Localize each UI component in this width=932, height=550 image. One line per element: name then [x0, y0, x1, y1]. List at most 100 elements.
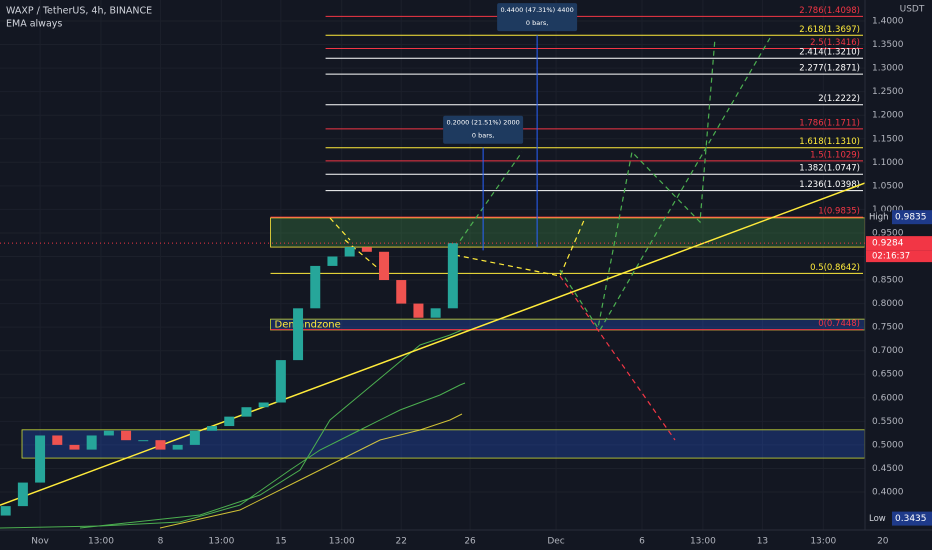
candle-body [447, 243, 458, 309]
measure-text: 0.2000 (21.51%) 2000 [446, 119, 519, 127]
candle-body [224, 416, 235, 427]
countdown-bg [866, 250, 932, 263]
y-tick-label: 0.7000 [872, 346, 904, 356]
price-badge-label: 0.3435 [895, 514, 927, 524]
y-tick-label: 1.0500 [872, 181, 904, 191]
measure-bars: 0 bars, [526, 19, 548, 27]
fib-label: 1.236(1.0398) [799, 180, 860, 190]
fib-label: 1.618(1.1310) [799, 137, 860, 147]
price-axis-bg [865, 0, 932, 550]
fib-label: 2.5(1.3416) [810, 38, 860, 48]
fib-label: 0.5(0.8642) [810, 263, 860, 273]
x-tick-label: 13:00 [690, 537, 716, 547]
x-tick-label: 13:00 [208, 537, 234, 547]
candle-body [430, 308, 441, 318]
y-tick-label: 0.8500 [872, 276, 904, 286]
candle-body [207, 426, 218, 431]
candle-body [396, 280, 407, 304]
y-tick-label: 1.4000 [872, 17, 904, 27]
x-tick-label: 13:00 [810, 537, 836, 547]
candle-body [155, 440, 166, 450]
y-tick-label: 0.4500 [872, 464, 904, 474]
candle-body [310, 265, 321, 309]
x-tick-label: 8 [158, 537, 164, 547]
y-tick-label: 0.4000 [872, 487, 904, 497]
y-tick-label: 1.1500 [872, 134, 904, 144]
projection-arrow [454, 151, 523, 249]
zone-label: Demandzone [275, 320, 341, 331]
candle-body [0, 506, 11, 516]
candles [0, 243, 458, 516]
x-tick-label: 13:00 [329, 537, 355, 547]
trendline [0, 157, 932, 506]
y-tick-label: 0.8000 [872, 299, 904, 309]
x-tick-label: 26 [464, 537, 476, 547]
projection-arrow [329, 217, 351, 241]
ema-line [159, 413, 463, 529]
projection-arrow [559, 275, 676, 441]
axes: 1.4000 1.3500 1.3000 1.2500 1.2000 1.1500 1.10… [31, 17, 932, 547]
x-tick-label: Dec [547, 537, 564, 547]
measure-text: 0.4400 (47.31%) 4400 [500, 6, 573, 14]
candle-body [344, 247, 355, 257]
candle-body [86, 435, 97, 450]
candle-body [258, 402, 269, 408]
y-tick-label: 0.5500 [872, 417, 904, 427]
candle-body [241, 407, 252, 417]
price-badge [892, 511, 932, 526]
zone [270, 318, 866, 331]
candle-body [138, 440, 149, 442]
projection-arrow [559, 37, 716, 330]
candle-body [35, 435, 46, 483]
indicator-name: EMA always [6, 19, 62, 30]
candle-body [379, 251, 390, 281]
badge-name-bg [866, 211, 890, 224]
y-tick-label: 0.9500 [872, 228, 904, 238]
symbol-title: WAXP / TetherUS, 4h, BINANCE [6, 6, 152, 17]
fib-label: 1(0.9835) [818, 207, 860, 217]
candle-body [121, 430, 132, 441]
price-badge-label: 0.9284 [872, 239, 904, 249]
measure-box [443, 115, 524, 144]
fib-label: 1.382(1.0747) [799, 164, 860, 174]
fib-label: 1.786(1.1711) [799, 118, 860, 128]
candle-body [189, 430, 200, 445]
y-tick-label: 1.0000 [872, 205, 904, 215]
x-tick-label: 20 [877, 537, 889, 547]
price-badge [892, 210, 932, 225]
fib-label: 2(1.2222) [818, 94, 860, 104]
candle-body [17, 482, 28, 507]
price-badge [866, 236, 932, 251]
y-tick-label: 0.6000 [872, 393, 904, 403]
y-tick-label: 1.1000 [872, 158, 904, 168]
grid [0, 0, 883, 530]
y-tick-label: 0.7500 [872, 323, 904, 333]
measures: 0.2000 (21.51%) 2000 0 bars, 0.4400 (47.31… [443, 3, 578, 251]
fib-label: 2.786(1.4098) [799, 6, 860, 16]
countdown: 02:16:37 [872, 252, 910, 262]
badge-name-bg [866, 512, 890, 525]
y-tick-label: 1.2500 [872, 87, 904, 97]
x-tick-label: 6 [639, 537, 645, 547]
fib-label: 2.277(1.2871) [799, 64, 860, 74]
x-tick-label: Nov [31, 537, 49, 547]
y-tick-label: 1.3000 [872, 64, 904, 74]
zone [21, 429, 866, 459]
x-tick-label: 15 [275, 537, 286, 547]
candle-body [52, 435, 63, 445]
candle-body [275, 360, 286, 403]
candle-body [413, 303, 424, 318]
projection-arrow [344, 239, 381, 271]
candle-body [361, 247, 372, 252]
candle-body [293, 308, 304, 361]
candle-body [69, 444, 80, 450]
badge-name: High [869, 213, 889, 223]
projections [329, 37, 771, 441]
candle-body [172, 444, 183, 450]
measure-box [497, 3, 578, 32]
x-tick-label: 22 [396, 537, 407, 547]
price-unit: USDT [900, 5, 925, 15]
y-tick-label: 0.5000 [872, 440, 904, 450]
